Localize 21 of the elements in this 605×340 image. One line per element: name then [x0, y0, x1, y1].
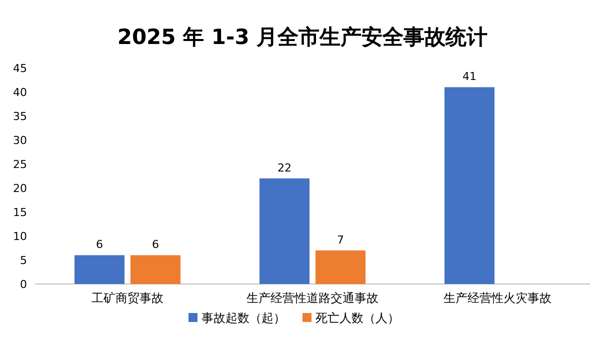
ytick: 35 — [13, 110, 27, 123]
label: 41 — [462, 70, 476, 84]
ytick: 25 — [13, 158, 27, 171]
xtick: 生产经营性火灾事故 — [444, 291, 552, 305]
label: 7 — [337, 233, 344, 246]
legend: 死亡人数（人） — [316, 311, 400, 325]
ytick: 45 — [13, 62, 27, 75]
label: 22 — [278, 161, 292, 174]
title: 2025 年 1-3 月全市生产安全事故统计 — [117, 25, 488, 49]
ytick: 30 — [13, 134, 27, 147]
ytick: 20 — [13, 182, 27, 195]
xtick: 生产经营性道路交通事故 — [246, 291, 378, 305]
ytick: 40 — [13, 86, 27, 99]
ytick: 10 — [13, 230, 27, 243]
label: 6 — [152, 238, 159, 252]
legend: 事故起数（起） — [202, 311, 286, 325]
label: 6 — [96, 238, 103, 252]
ytick: 5 — [20, 254, 27, 267]
ytick: 15 — [13, 206, 27, 219]
ytick: 0 — [20, 278, 27, 291]
xtick: 工矿商贸事故 — [92, 291, 164, 305]
